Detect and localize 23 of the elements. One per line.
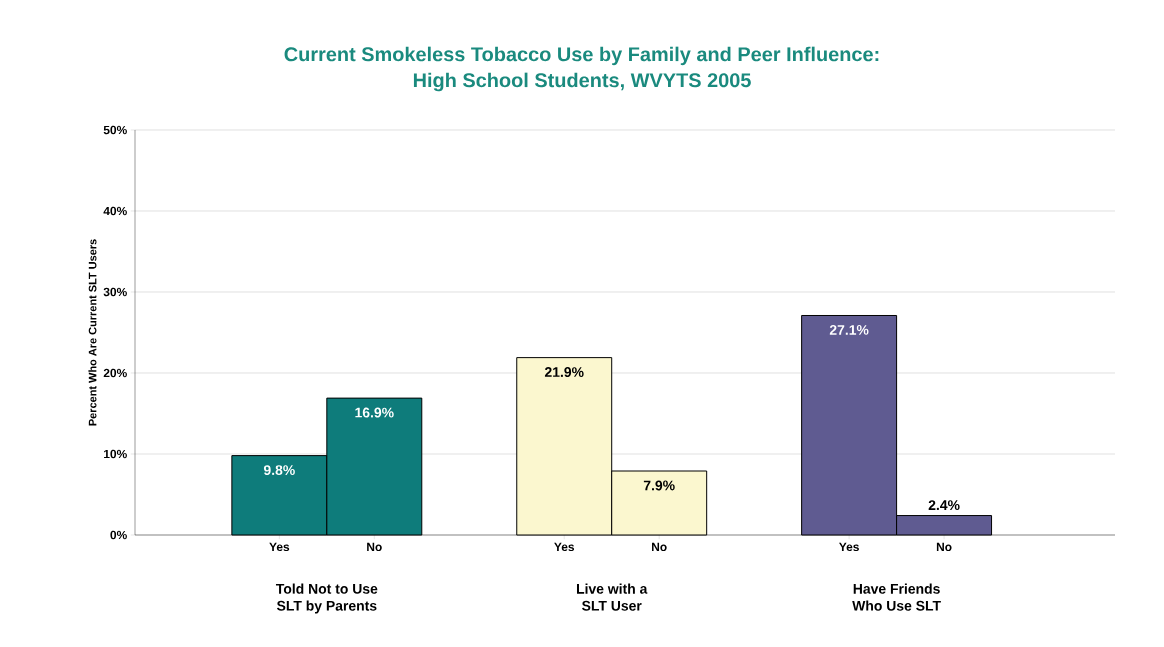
data-label: 7.9% <box>643 480 675 491</box>
x-tick-label: No <box>367 542 382 552</box>
data-label: 2.4% <box>928 500 960 511</box>
x-tick-label: Yes <box>554 542 575 552</box>
chart-title: Current Smokeless Tobacco Use by Family and Peer Influence: High School Students, WVYTS 2005 <box>284 46 879 92</box>
x-tick-label: Yes <box>839 542 859 552</box>
x-tick-label: No <box>936 542 952 552</box>
y-tick-label: 40% <box>103 206 127 216</box>
y-tick-label: 20% <box>103 368 127 378</box>
y-tick-label: 0% <box>110 530 127 540</box>
x-tick-label: No <box>652 542 667 552</box>
y-axis-title: Percent Who Are Current SLT Users <box>88 239 97 426</box>
text: Told Not to Use SLT by Parents <box>275 583 378 614</box>
data-label: 9.8% <box>263 465 295 476</box>
text: Live with a SLT User <box>576 583 648 611</box>
x-tick-label: Yes <box>269 542 290 552</box>
y-tick-label: 50% <box>103 125 127 135</box>
y-tick-label: 30% <box>103 287 127 297</box>
data-label: 16.9% <box>355 407 394 418</box>
data-label: 27.1% <box>829 325 869 335</box>
text: Have Friends Who Use SLT <box>852 583 941 611</box>
y-tick-label: 10% <box>104 449 127 459</box>
data-label: 21.9% <box>544 367 584 378</box>
